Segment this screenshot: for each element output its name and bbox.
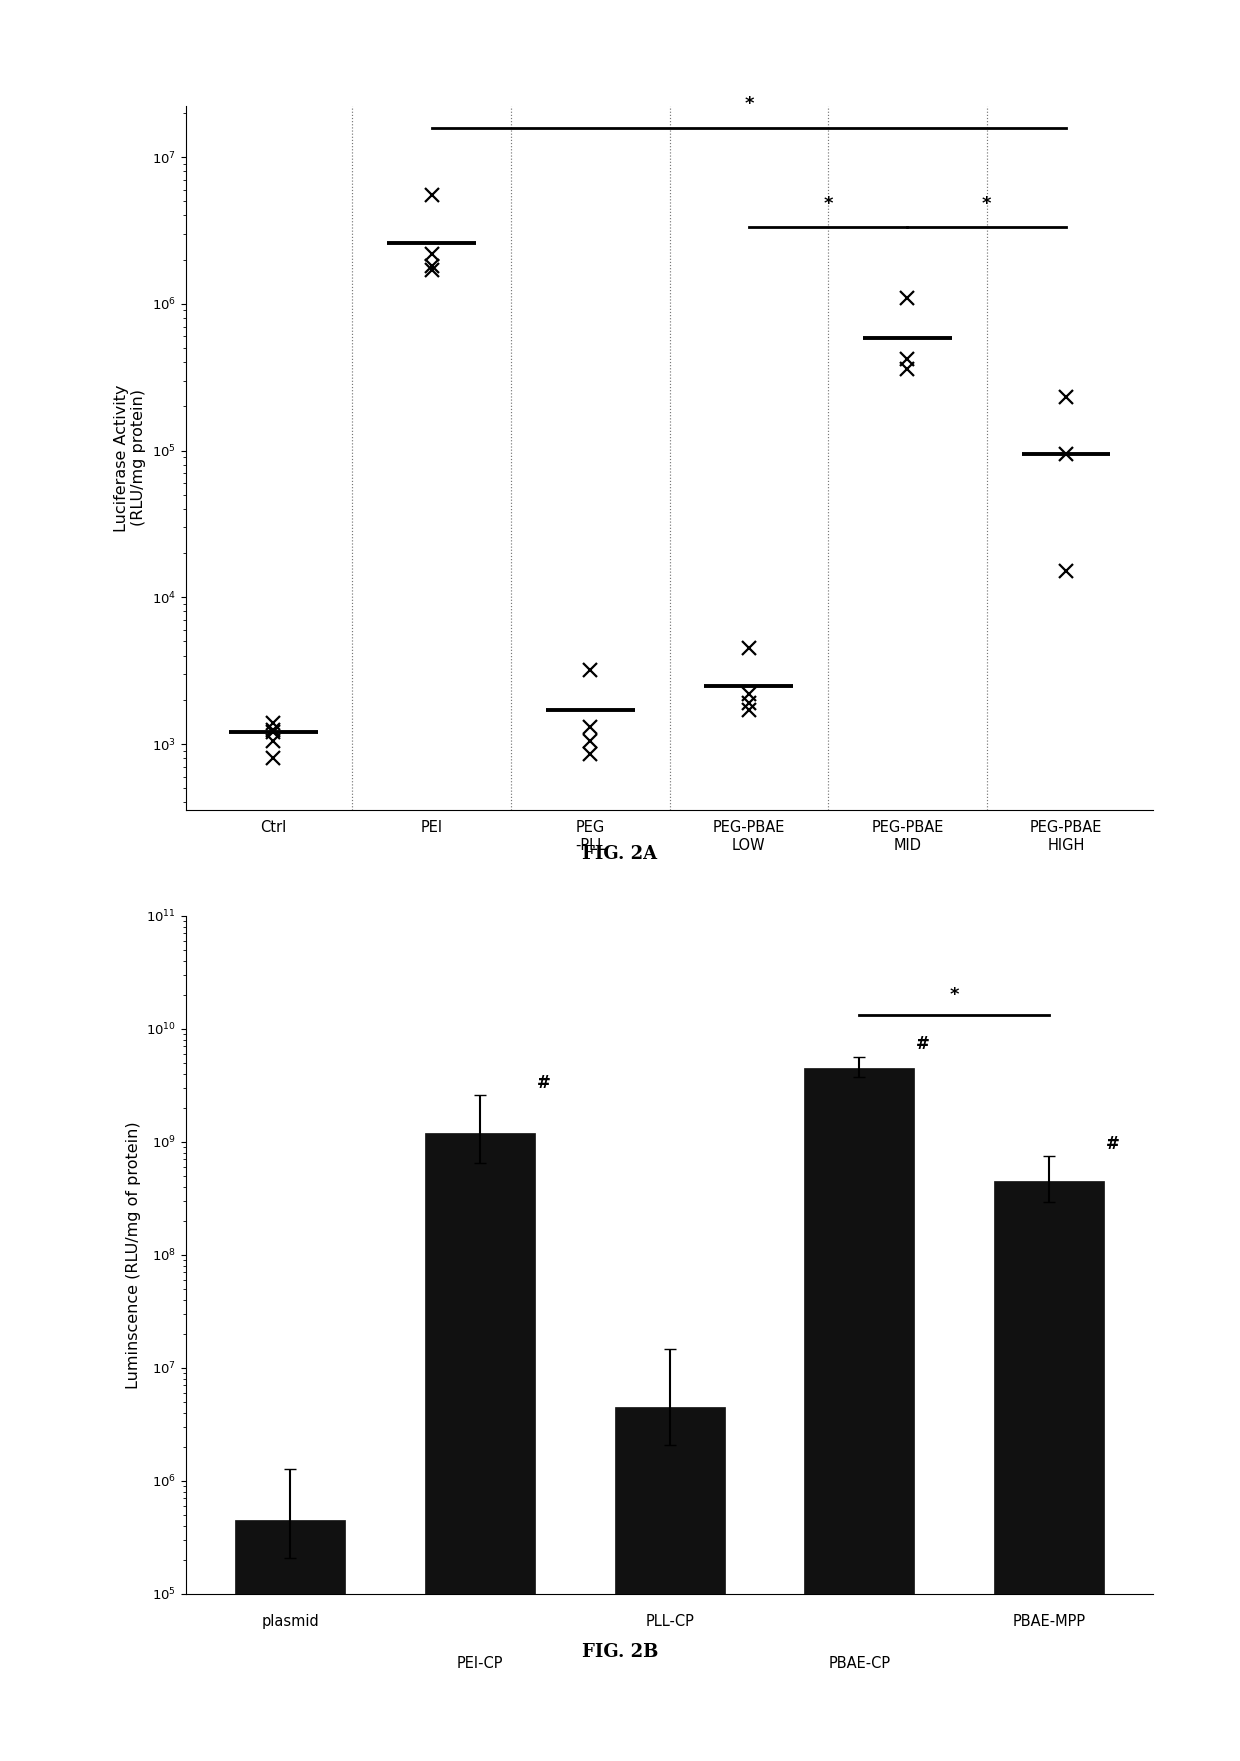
Text: *: * — [982, 195, 992, 213]
Text: PLL-CP: PLL-CP — [645, 1615, 694, 1629]
Text: PBAE-CP: PBAE-CP — [828, 1655, 890, 1671]
Text: PEI-CP: PEI-CP — [456, 1655, 503, 1671]
Text: plasmid: plasmid — [262, 1615, 319, 1629]
Y-axis label: Luciferase Activity
(RLU/mg protein): Luciferase Activity (RLU/mg protein) — [114, 384, 146, 532]
Text: #: # — [537, 1074, 551, 1092]
Text: FIG. 2B: FIG. 2B — [582, 1643, 658, 1661]
Y-axis label: Luminscence (RLU/mg of protein): Luminscence (RLU/mg of protein) — [125, 1122, 140, 1388]
Bar — [425, 1132, 534, 1761]
Text: #: # — [916, 1035, 930, 1053]
Text: *: * — [950, 986, 959, 1004]
Text: #: # — [1106, 1134, 1120, 1153]
Text: FIG. 2A: FIG. 2A — [583, 845, 657, 863]
Bar — [994, 1182, 1104, 1761]
Text: *: * — [823, 195, 833, 213]
Text: PBAE-MPP: PBAE-MPP — [1012, 1615, 1085, 1629]
Bar — [615, 1407, 724, 1761]
Bar — [236, 1520, 345, 1761]
Bar — [805, 1069, 914, 1761]
Text: *: * — [744, 95, 754, 113]
